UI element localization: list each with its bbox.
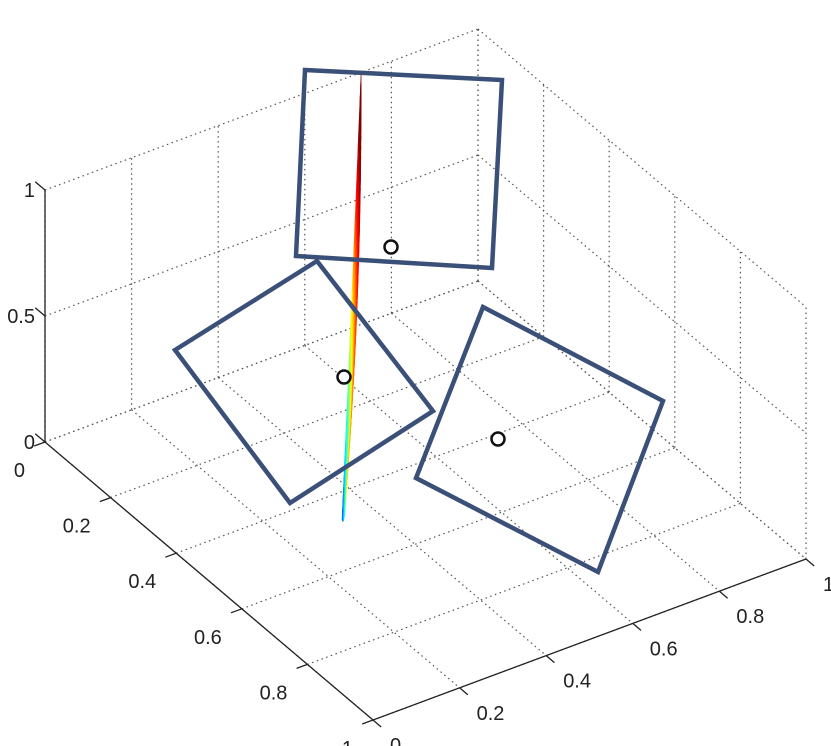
x-tick-mark: [99, 496, 111, 503]
right-square: [413, 303, 666, 576]
x-tick-mark: [296, 663, 308, 670]
x-tick-mark: [165, 552, 177, 558]
y-tick-label: 0: [390, 735, 401, 746]
left-square: [171, 258, 437, 507]
z-tick-label: 0: [24, 432, 35, 454]
y-tick-label: 0.6: [650, 638, 678, 660]
x-tick-label: 0.2: [63, 516, 91, 538]
y-tick-label: 0.2: [477, 703, 505, 725]
x-tick-label: 0.6: [194, 627, 222, 649]
y-tick-mark: [718, 590, 729, 599]
floor-grid-line: [217, 377, 547, 657]
wall-grid-line: [44, 28, 479, 191]
floor-grid-line: [110, 336, 544, 499]
x-tick-label: 0.8: [260, 682, 288, 704]
x-tick-label: 0: [14, 460, 25, 482]
x-tick-mark: [230, 608, 243, 614]
wall-grid-line: [477, 280, 807, 560]
surface-facet: [346, 473, 348, 486]
floor-grid-line: [175, 391, 610, 554]
x-tick-mark: [33, 441, 46, 447]
z-tick-mark: [34, 307, 46, 317]
y-tick-mark: [545, 655, 555, 664]
z-tick-mark: [34, 433, 46, 443]
y-tick-label: 1: [823, 574, 831, 596]
top-point: [383, 239, 399, 255]
floor-grid-line: [307, 502, 741, 665]
right-point: [490, 431, 506, 447]
top-square: [293, 67, 505, 271]
axes-layer: [33, 181, 815, 728]
left-point: [336, 369, 352, 385]
floor-grid-line: [304, 344, 634, 624]
y-axis-line: [372, 558, 807, 721]
annotation-layer: [171, 67, 666, 576]
y-tick-label: 0.4: [563, 671, 591, 693]
z-tick-mark: [34, 181, 46, 191]
z-tick-label: 0.5: [7, 306, 35, 328]
y-tick-mark: [805, 558, 815, 567]
y-tick-mark: [632, 622, 642, 631]
wall-grid-line: [44, 280, 479, 443]
wall-grid-line: [477, 28, 807, 308]
x-tick-label: 1: [342, 738, 353, 746]
floor-grid-line: [131, 409, 460, 689]
z-tick-label: 1: [24, 180, 35, 202]
tick-labels: 0 0.2 0.4 0.6 0.8 1 0 0.2 0.4 0.6 0.8 1 0 0.5 1: [7, 180, 831, 746]
wall-grid-line: [44, 154, 479, 317]
x-axis-line: [44, 441, 374, 721]
floor-grid-line: [241, 447, 676, 610]
y-tick-mark: [459, 687, 469, 696]
x-tick-mark: [361, 719, 374, 725]
y-tick-mark: [372, 719, 382, 728]
grid-layer: [44, 28, 807, 721]
y-tick-label: 0.8: [736, 606, 764, 628]
x-tick-label: 0.4: [128, 571, 156, 593]
